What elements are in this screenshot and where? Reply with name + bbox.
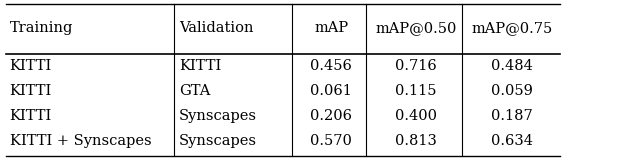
Text: 0.484: 0.484 <box>491 59 533 73</box>
Text: 0.400: 0.400 <box>395 109 437 123</box>
Text: 0.061: 0.061 <box>310 84 352 98</box>
Text: 0.059: 0.059 <box>491 84 533 98</box>
Text: 0.716: 0.716 <box>395 59 437 73</box>
Text: 0.206: 0.206 <box>310 109 352 123</box>
Text: Training: Training <box>10 21 73 35</box>
Text: 0.634: 0.634 <box>491 134 533 148</box>
Text: mAP@0.50: mAP@0.50 <box>375 21 457 35</box>
Text: mAP: mAP <box>314 21 348 35</box>
Text: Synscapes: Synscapes <box>179 109 257 123</box>
Text: 0.456: 0.456 <box>310 59 352 73</box>
Text: 0.187: 0.187 <box>491 109 533 123</box>
Text: mAP@0.75: mAP@0.75 <box>472 21 552 35</box>
Text: KITTI: KITTI <box>10 109 52 123</box>
Text: Validation: Validation <box>179 21 253 35</box>
Text: KITTI + Synscapes: KITTI + Synscapes <box>10 134 151 148</box>
Text: GTA: GTA <box>179 84 211 98</box>
Text: Synscapes: Synscapes <box>179 134 257 148</box>
Text: 0.115: 0.115 <box>396 84 436 98</box>
Text: KITTI: KITTI <box>10 84 52 98</box>
Text: 0.813: 0.813 <box>395 134 437 148</box>
Text: 0.570: 0.570 <box>310 134 352 148</box>
Text: KITTI: KITTI <box>179 59 221 73</box>
Text: KITTI: KITTI <box>10 59 52 73</box>
